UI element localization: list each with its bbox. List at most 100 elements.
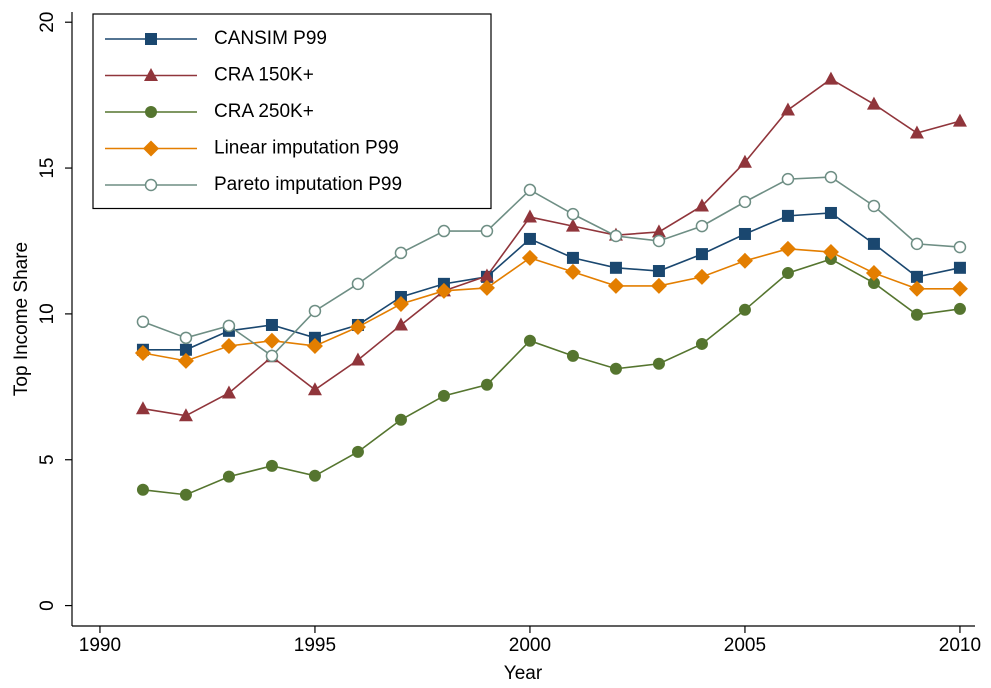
y-tick-label: 10 [37,303,58,324]
series [135,71,967,422]
marker [394,246,408,260]
marker [480,378,493,391]
marker [781,172,795,186]
marker [263,332,280,349]
marker [178,408,193,422]
marker [909,125,924,139]
marker [824,170,838,184]
marker [566,207,580,221]
marker [953,261,966,274]
marker [565,218,580,232]
marker [780,102,795,116]
marker [394,413,407,426]
marker [609,229,623,243]
series-line [142,258,961,496]
marker [695,219,709,233]
marker [392,295,409,312]
marker [134,344,151,361]
marker [143,140,159,157]
marker [349,319,366,336]
marker [867,276,880,289]
marker [566,251,579,264]
marker [479,268,494,282]
marker [566,349,579,362]
y-tick-label: 15 [37,157,58,178]
marker [351,277,365,291]
legend-label: CRA 150K+ [214,65,314,86]
marker [736,252,753,269]
y-tick-label: 0 [37,600,58,611]
marker [695,337,708,350]
marker [695,248,708,261]
x-tick-label: 2000 [509,635,551,656]
marker [953,302,966,315]
marker [564,263,581,280]
y-tick-label: 20 [37,12,58,33]
marker [135,401,150,415]
x-tick-label: 1995 [294,635,336,656]
marker [738,303,751,316]
marker [306,337,323,354]
legend-label: Linear imputation P99 [214,138,399,159]
marker [393,317,408,331]
marker [607,277,624,294]
marker [265,318,278,331]
marker [222,319,236,333]
marker [265,459,278,472]
marker [779,240,796,257]
marker [145,106,157,118]
marker [738,195,752,209]
marker [521,249,538,266]
series [136,253,966,501]
marker [179,488,192,501]
y-axis-title: Top Income Share [11,242,32,396]
marker [738,227,751,240]
marker [478,279,495,296]
marker [144,68,158,81]
legend: CANSIM P99 CRA 150K+ CRA 250K+ Linear imput… [92,13,492,210]
x-tick-label: 1990 [79,635,121,656]
marker [308,469,321,482]
marker [910,270,923,283]
marker [652,265,665,278]
marker [651,224,666,238]
marker [865,265,882,282]
marker [522,209,537,223]
marker [952,113,967,127]
marker [652,357,665,370]
legend-label: Pareto imputation P99 [214,174,402,195]
marker [265,349,279,363]
marker [866,96,881,110]
series [134,240,968,369]
marker [222,470,235,483]
x-axis-title: Year [504,663,543,684]
series [136,170,967,363]
marker [867,199,881,213]
marker [737,154,752,168]
marker [179,331,193,345]
marker [136,483,149,496]
marker [308,304,322,318]
marker [910,308,923,321]
marker [652,234,666,248]
marker [910,237,924,251]
marker [145,33,157,45]
marker [437,224,451,238]
marker [179,343,192,356]
marker [609,261,622,274]
marker [693,268,710,285]
marker [523,183,537,197]
legend-label: CANSIM P99 [214,28,327,49]
marker [221,385,236,399]
marker [908,280,925,297]
marker [951,280,968,297]
series-line [142,176,961,357]
series-line [142,212,961,351]
marker [136,315,150,329]
marker [523,334,536,347]
series-line [142,78,961,417]
marker [609,362,622,375]
marker [177,352,194,369]
marker [220,337,237,354]
